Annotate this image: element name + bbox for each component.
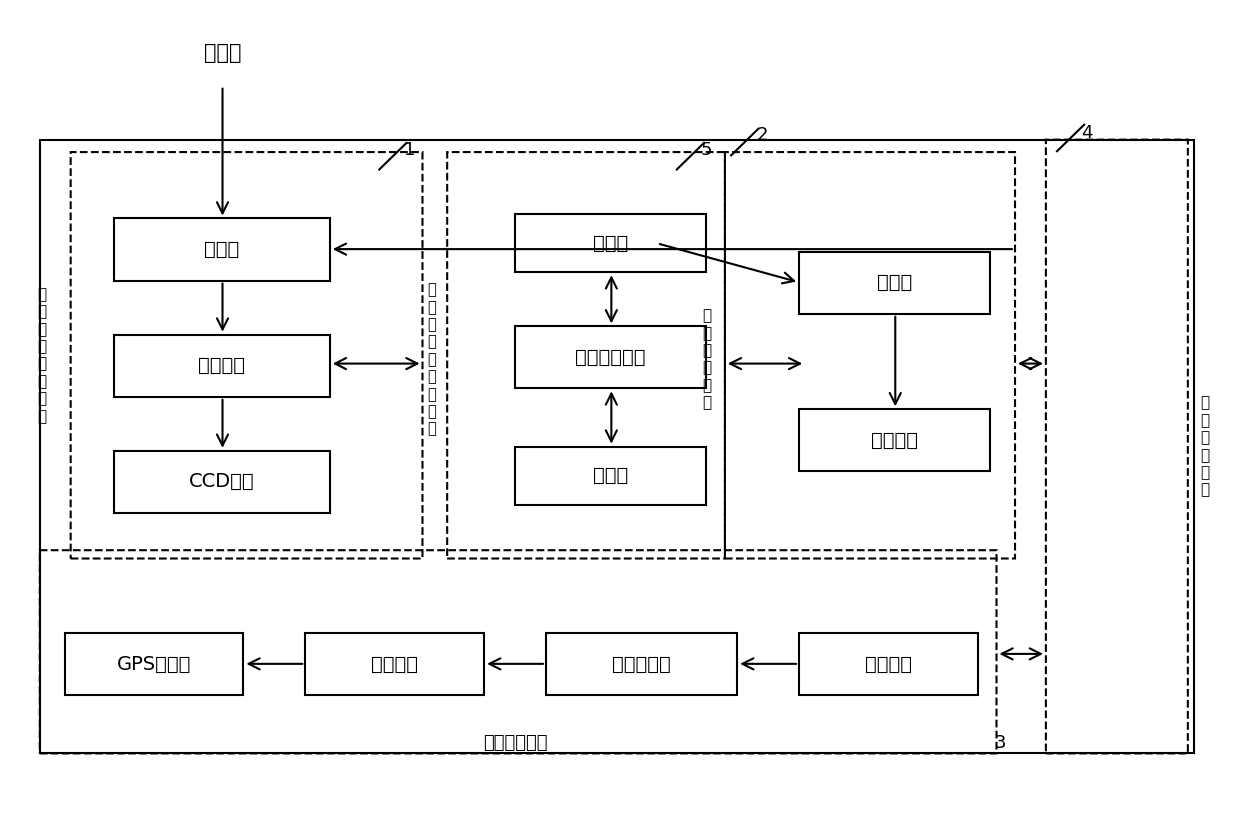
Bar [305, 633, 484, 696]
Text: CCD相机: CCD相机 [188, 473, 254, 491]
Text: 无线通信模块: 无线通信模块 [575, 348, 646, 367]
Text: GPS定位器: GPS定位器 [117, 655, 191, 674]
Bar [546, 633, 738, 696]
Text: 激光标线模块: 激光标线模块 [482, 734, 547, 752]
Text: 旋转底坐: 旋转底坐 [872, 431, 918, 450]
Bar [114, 451, 330, 513]
Bar [799, 633, 978, 696]
Text: 微调底坐: 微调底坐 [866, 655, 911, 674]
Bar [799, 251, 991, 314]
Text: 鱼眼镜头: 鱼眼镜头 [198, 357, 246, 375]
Text: 控制器: 控制器 [593, 466, 629, 485]
Text: 用
户
控
制
和
处
理
模
块: 用 户 控 制 和 处 理 模 块 [427, 282, 435, 437]
Text: 3: 3 [994, 735, 1006, 752]
Text: 天空光: 天空光 [203, 43, 242, 63]
Text: 1: 1 [404, 141, 415, 159]
Bar [515, 326, 707, 388]
Bar [114, 219, 330, 281]
Bar [64, 633, 243, 696]
Bar [799, 409, 991, 472]
Text: 激光标线仪: 激光标线仪 [613, 655, 671, 674]
Bar [515, 215, 707, 272]
Text: 2: 2 [756, 126, 768, 144]
Text: 校准标杆: 校准标杆 [371, 655, 418, 674]
Text: 旋转台: 旋转台 [877, 273, 913, 292]
Text: 偏振片: 偏振片 [205, 240, 239, 259]
Bar [515, 447, 707, 504]
Text: 平
台
对
准
模
块: 平 台 对 准 模 块 [1200, 396, 1210, 498]
Bar [40, 139, 1194, 753]
Text: 5: 5 [701, 141, 712, 159]
Text: 旋
转
驱
动
模
块: 旋 转 驱 动 模 块 [702, 308, 711, 411]
Text: 4: 4 [1081, 124, 1092, 142]
Text: 偏
振
图
像
测
量
模
块: 偏 振 图 像 测 量 模 块 [37, 287, 47, 423]
Bar [114, 335, 330, 397]
Text: 上位机: 上位机 [593, 234, 629, 253]
